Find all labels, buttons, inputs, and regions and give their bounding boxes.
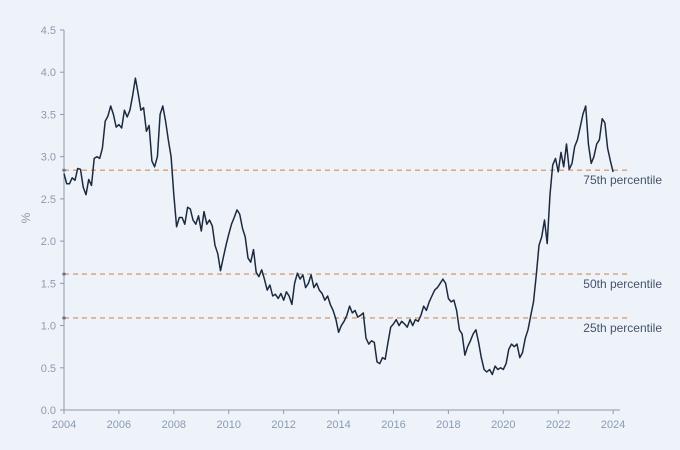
y-tick-label: 2.5 [41,194,56,206]
reference-lines [62,168,628,320]
y-tick-label: 0.0 [41,405,56,417]
y-tick-label: 1.5 [41,278,56,290]
x-tick-label: 2016 [381,419,405,431]
y-tick-labels: 0.0 0.5 1.0 1.5 2.0 2.5 3.0 3.5 4.0 4.5 [41,25,64,417]
reference-line-label: 50th percentile [583,277,662,291]
axes [63,30,620,411]
y-tick-label: 2.0 [41,236,56,248]
series-line [63,77,614,376]
x-tick-labels: 2004 2006 2008 2010 2012 2014 2016 2018 2020 2022… [52,410,625,431]
y-tick-label: 4.5 [41,25,56,37]
y-axis-title: % [19,212,33,223]
reference-line-label: 25th percentile [583,321,662,335]
x-tick-label: 2010 [216,419,240,431]
x-tick-label: 2014 [326,419,350,431]
x-tick-label: 2020 [491,419,515,431]
reference-line-labels: 75th percentile 50th percentile 25th perce… [583,173,662,335]
y-tick-label: 4.0 [41,67,56,79]
y-tick-label: 3.5 [41,109,56,121]
x-tick-label: 2006 [107,419,131,431]
x-tick-label: 2024 [601,419,625,431]
y-tick-label: 1.0 [41,321,56,333]
reference-line-label: 75th percentile [583,173,662,187]
y-tick-label: 0.5 [41,363,56,375]
y-tick-label: 3.0 [41,152,56,164]
x-tick-label: 2012 [271,419,295,431]
x-tick-label: 2018 [436,419,460,431]
x-tick-label: 2022 [546,419,570,431]
x-tick-label: 2004 [52,419,76,431]
x-tick-label: 2008 [162,419,186,431]
